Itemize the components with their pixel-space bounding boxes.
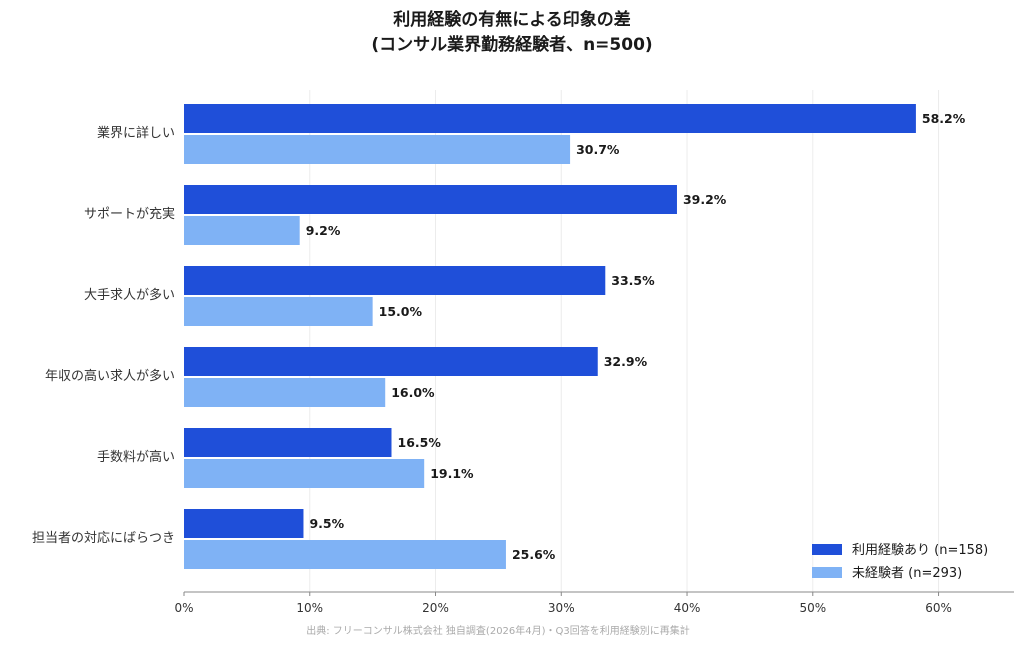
x-tick-label: 30%: [548, 601, 575, 615]
category-label: 手数料が高い: [97, 449, 175, 465]
bar-experienced: [184, 509, 304, 538]
bar-value-label: 32.9%: [604, 354, 648, 369]
bar-value-label: 39.2%: [683, 192, 727, 207]
bar-value-label: 33.5%: [611, 273, 655, 288]
source-note: 出典: フリーコンサル株式会社 独自調査(2026年4月)・Q3回答を利用経験別…: [306, 624, 690, 637]
bar-inexperienced: [184, 135, 571, 164]
legend-label: 利用経験あり (n=158): [852, 543, 988, 558]
x-tick-label: 10%: [296, 601, 323, 615]
bar-value-label: 15.0%: [379, 304, 423, 319]
x-tick-label: 50%: [799, 601, 826, 615]
category-label: 業界に詳しい: [97, 125, 175, 141]
x-tick-label: 0%: [174, 601, 193, 615]
bar-value-label: 19.1%: [430, 466, 474, 481]
chart-subtitle: (コンサル業界勤務経験者、n=500): [371, 34, 652, 55]
bar-inexperienced: [184, 216, 300, 245]
legend-swatch: [812, 567, 842, 578]
bars-group: [184, 104, 916, 569]
bar-value-label: 25.6%: [512, 547, 556, 562]
bar-inexperienced: [184, 459, 425, 488]
category-label: 年収の高い求人が多い: [45, 368, 175, 384]
bar-experienced: [184, 185, 677, 214]
x-axis-ticks: 0% 10% 20% 30% 40% 50% 60%: [174, 592, 952, 615]
category-label: 大手求人が多い: [84, 287, 175, 303]
bar-value-label: 58.2%: [922, 111, 966, 126]
bar-inexperienced: [184, 540, 506, 569]
bar-experienced: [184, 428, 392, 457]
x-tick-label: 40%: [674, 601, 701, 615]
category-label: 担当者の対応にばらつき: [32, 531, 175, 546]
bar-experienced: [184, 104, 916, 133]
legend: 利用経験あり (n=158) 未経験者 (n=293): [812, 543, 988, 581]
legend-label: 未経験者 (n=293): [852, 566, 962, 581]
bar-value-label: 30.7%: [576, 142, 620, 157]
grid-lines: [309, 90, 940, 592]
x-tick-label: 60%: [925, 601, 952, 615]
bar-inexperienced: [184, 297, 373, 326]
x-tick-label: 20%: [422, 601, 449, 615]
legend-swatch: [812, 544, 842, 555]
bar-value-label: 9.5%: [309, 516, 344, 531]
category-label: サポートが充実: [84, 206, 175, 222]
bar-inexperienced: [184, 378, 386, 407]
bar-experienced: [184, 347, 598, 376]
bar-value-label: 16.5%: [398, 435, 442, 450]
value-labels: 58.2% 30.7% 39.2% 9.2% 33.5% 15.0% 32.9% 16.0% 1…: [306, 111, 966, 562]
chart-title: 利用経験の有無による印象の差: [393, 9, 631, 30]
category-labels: 業界に詳しいサポートが充実大手求人が多い年収の高い求人が多い手数料が高い担当者の…: [32, 125, 175, 546]
bar-value-label: 9.2%: [306, 223, 341, 238]
bar-experienced: [184, 266, 606, 295]
bar-value-label: 16.0%: [391, 385, 435, 400]
